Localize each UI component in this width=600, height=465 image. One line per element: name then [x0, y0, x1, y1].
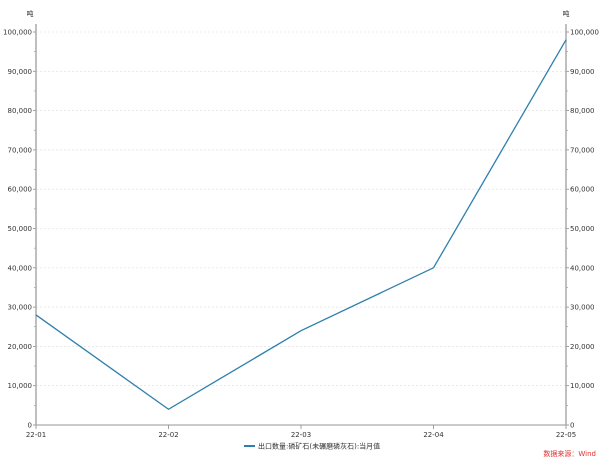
grid-lines	[36, 32, 566, 386]
left-tick-label: 90,000	[8, 68, 33, 76]
right-tick-label: 90,000	[570, 68, 595, 76]
right-axis-unit: 吨	[563, 9, 570, 18]
x-tick-label: 22-04	[423, 431, 444, 439]
tick-labels: 0 0 10,000 10,000 20,000 20,000 30,000 30,000 40…	[3, 29, 599, 440]
right-tick-label: 20,000	[570, 343, 595, 351]
axes	[33, 24, 569, 429]
right-tick-label: 0	[570, 422, 574, 430]
right-tick-label: 80,000	[570, 107, 595, 115]
right-tick-label: 60,000	[570, 186, 595, 194]
left-axis-unit: 吨	[27, 9, 34, 18]
right-tick-label: 100,000	[570, 29, 599, 37]
source-note: 数据来源：Wind	[543, 449, 596, 458]
left-tick-label: 20,000	[8, 343, 33, 351]
series-lines	[36, 40, 566, 409]
left-tick-label: 10,000	[8, 382, 33, 390]
right-tick-label: 10,000	[570, 382, 595, 390]
x-tick-label: 22-01	[26, 431, 46, 439]
left-tick-label: 100,000	[3, 29, 32, 37]
right-tick-label: 70,000	[570, 146, 595, 154]
x-tick-label: 22-03	[291, 431, 311, 439]
left-tick-label: 50,000	[8, 225, 33, 233]
x-tick-label: 22-05	[556, 431, 576, 439]
left-tick-label: 0	[28, 422, 32, 430]
left-tick-label: 60,000	[8, 186, 33, 194]
x-tick-label: 22-02	[158, 431, 178, 439]
left-tick-label: 40,000	[8, 264, 33, 272]
legend-label: 出口数量:磷矿石(未碾磨磷灰石):当月值	[258, 442, 380, 451]
right-tick-label: 50,000	[570, 225, 595, 233]
left-tick-label: 30,000	[8, 304, 33, 312]
left-tick-label: 80,000	[8, 107, 33, 115]
left-tick-label: 70,000	[8, 146, 33, 154]
right-tick-label: 30,000	[570, 304, 595, 312]
right-tick-label: 40,000	[570, 264, 595, 272]
series-line	[36, 40, 566, 409]
